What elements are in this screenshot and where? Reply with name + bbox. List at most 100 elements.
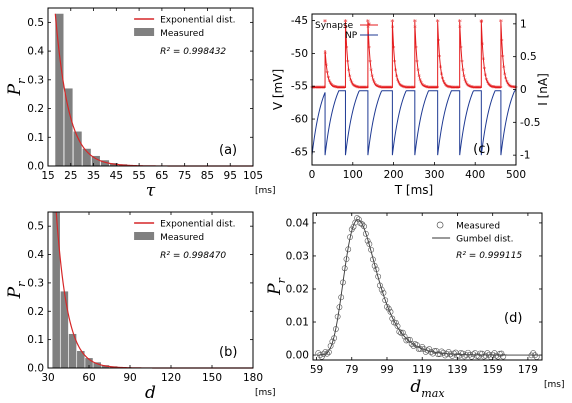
panel-c-synapse-marker: * [378, 84, 382, 92]
panel-d-legend-measured: Measured [456, 222, 500, 232]
panel-c-synapse-marker: * [385, 84, 389, 92]
panel-d-measured-point [345, 246, 352, 253]
panel-b-xtick-label: 30 [41, 372, 54, 384]
panel-c-synapse-marker: * [428, 84, 432, 92]
panel-b-ytick-label: 0.5 [27, 221, 44, 233]
panel-c-synapse-marker: * [399, 82, 403, 90]
panel-c-label: (c) [473, 142, 490, 157]
panel-c-synapse-marker: * [430, 84, 434, 92]
panel-c-synapse-marker: * [341, 85, 345, 93]
panel-d-measured-point [480, 353, 487, 360]
panel-b-bar [68, 333, 77, 368]
panel-a-xtick-label: 105 [243, 170, 263, 182]
panel-d: 59 79 99 119 139 159 179 0.00 0.01 0.02 0.03 0.04 Me… [265, 212, 564, 400]
panel-c-synapse-marker: * [436, 85, 440, 93]
panel-c-synapse-marker: * [372, 80, 376, 88]
panel-a: 15 25 35 45 55 65 75 85 95 105 0.0 0.1 0.2 0.3 0.4 0.5 E… [5, 7, 275, 201]
panel-c-synapse-marker: * [422, 83, 426, 91]
panel-c-synapse-marker: * [472, 84, 476, 92]
panel-c-synapse-marker: * [503, 71, 507, 79]
panel-d-ytick-label: 0.04 [286, 217, 310, 229]
panel-c-synapse-marker: * [447, 84, 451, 92]
panel-a-legend-bar [134, 28, 155, 36]
panel-c-synapse-marker: * [353, 83, 357, 91]
panel-a-xtick-label: 95 [224, 170, 237, 182]
panel-c-synapse-marker: * [456, 85, 460, 93]
panel-d-measured-point [447, 351, 454, 358]
panel-d-measured-point [329, 338, 336, 345]
panel-d-xlabel: dmax [410, 377, 445, 400]
panel-d-measured-point [362, 230, 369, 237]
panel-c-spike-marker: * [458, 18, 462, 27]
panel-c-synapse-marker: * [317, 85, 321, 93]
panel-c-synapse-marker: * [394, 67, 398, 75]
panel-c-synapse-marker: * [492, 84, 496, 92]
panel-c-xtick-label: 200 [384, 169, 404, 181]
panel-c-synapse-marker: * [349, 77, 353, 85]
panel-d-measured-point [366, 241, 373, 247]
panel-d-measured-point [364, 237, 371, 244]
panel-c-synapse-marker: * [452, 84, 456, 92]
panel-c-synapse-marker: * [383, 84, 387, 92]
panel-c-xtick-label: 500 [506, 169, 526, 181]
panel-a-xtick-label: 45 [110, 170, 123, 182]
panel-b-ytick-label: 0.1 [27, 334, 44, 346]
panel-c-synapse-marker: * [459, 45, 463, 53]
panel-c-np-line [311, 90, 516, 156]
panel-c-synapse-marker: * [477, 84, 481, 92]
panel-c-synapse-marker: * [351, 81, 355, 89]
panel-d-measured-point [375, 273, 382, 280]
panel-a-ytick-label: 0.3 [27, 74, 44, 86]
panel-c-synapse-marker: * [334, 84, 338, 92]
panel-b-bar [60, 291, 69, 368]
panel-d-measured-point [410, 343, 417, 349]
panel-c-synapse-marker: * [466, 82, 470, 90]
panel-c-synapse-marker: * [485, 76, 489, 84]
panel-c-synapse-marker: * [512, 84, 516, 92]
panel-b-frame [47, 211, 254, 369]
panel-c-synapse-marker: * [313, 85, 317, 93]
panel-c-xlabel: T [ms] [394, 183, 433, 197]
panel-c-synapse-marker: * [364, 85, 368, 93]
panel-c-synapse-marker: * [356, 84, 360, 92]
panel-d-measured-point [361, 223, 367, 230]
panel-c-spike-marker: * [499, 18, 503, 27]
panel-c-synapse-marker: * [312, 85, 316, 93]
panel-c-synapse-marker: * [403, 84, 407, 92]
panel-c-ytick-label: -45 [291, 15, 308, 27]
panel-d-measured-point [332, 326, 339, 332]
panel-c-synapse-marker: * [389, 85, 393, 93]
panel-a-ytick-label: 0.5 [27, 17, 44, 29]
panel-c-ytick-label: -50 [291, 48, 308, 60]
panel-a-bar [55, 13, 64, 167]
panel-c-synapse-marker: * [421, 82, 425, 90]
panel-c-synapse-marker: * [384, 84, 388, 92]
panel-c-synapse-marker: * [363, 85, 367, 93]
panel-c-synapse-marker: * [479, 85, 483, 93]
panel-c-synapse-marker: * [400, 83, 404, 91]
panel-c-synapse-marker: * [502, 64, 506, 72]
panel-c-synapse-marker: * [395, 73, 399, 81]
panel-d-measured-point [391, 319, 397, 326]
panel-b-ytick-label: 0.0 [27, 363, 44, 375]
panel-c-synapse-marker: * [504, 76, 508, 84]
panel-d-measured-point [465, 349, 471, 356]
panel-d-r2: R² = 0.999115 [456, 251, 522, 261]
panel-d-measured-point [387, 308, 394, 315]
panel-d-measured-point [401, 333, 408, 340]
panel-c-xtick-label: 0 [309, 169, 316, 181]
panel-c-synapse-marker: * [500, 37, 504, 45]
panel-c-synapse-marker: * [401, 84, 405, 92]
panel-c-synapse-marker: * [379, 84, 383, 92]
panel-a-label: (a) [219, 143, 237, 158]
panel-a-xtick-label: 65 [155, 170, 168, 182]
panel-c-synapse-marker: * [328, 78, 332, 86]
panel-d-measured-point [350, 223, 357, 230]
panel-c-synapse-marker: * [483, 66, 487, 74]
panel-c-synapse-marker: * [469, 84, 473, 92]
panel-c-synapse-marker: * [454, 84, 458, 92]
panel-c-synapse-marker: * [376, 83, 380, 91]
panel-d-measured-point [320, 351, 327, 357]
panel-c: ****************************************… [271, 13, 550, 197]
panel-d-ytick-label: 0.03 [286, 250, 309, 262]
